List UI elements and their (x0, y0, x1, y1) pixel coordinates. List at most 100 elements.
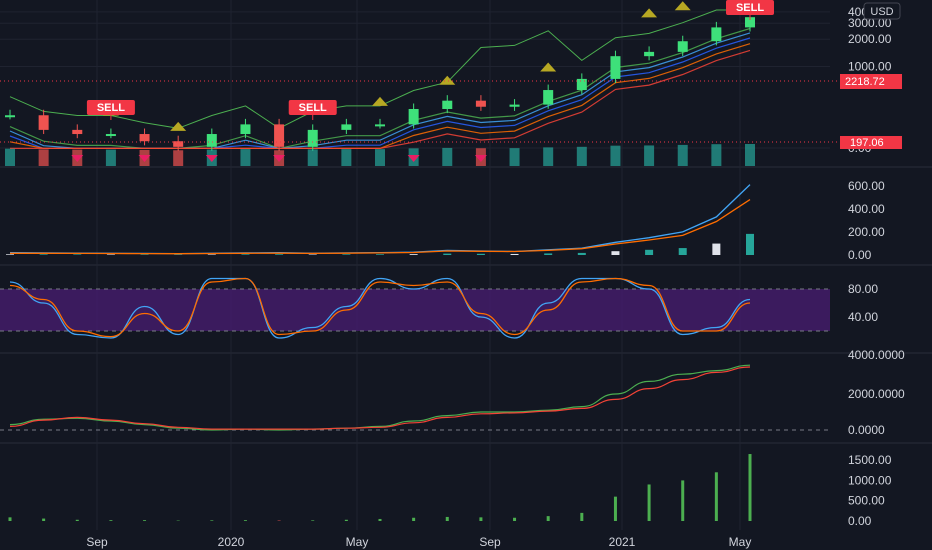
candle (543, 90, 554, 105)
volume-oscillator-y-axis: 600.00 400.00 200.00 0.00 (848, 179, 885, 262)
oscillator-bar (712, 243, 721, 255)
oscillator-bar (241, 254, 250, 255)
volume-bar (644, 145, 655, 166)
volume-bar (341, 149, 352, 166)
stochastic-band (0, 289, 830, 331)
histogram-bar (613, 496, 617, 521)
sell-signals: SELL SELL SELL (86, 0, 774, 120)
price-candles[interactable] (5, 11, 755, 151)
oscillator-bar (342, 254, 351, 255)
candle (240, 124, 251, 135)
panel-separators (0, 166, 932, 444)
oscillator-bar (6, 254, 14, 255)
sell-tag-box (288, 100, 337, 115)
sell-triangle (205, 155, 218, 162)
candle (5, 115, 15, 118)
histogram-bar (479, 517, 483, 521)
sell-tag: SELL (86, 100, 135, 120)
histogram-y-axis: 1500.00 1000.00 500.00 0.00 (848, 453, 892, 528)
x-axis-label: Sep (86, 535, 108, 549)
x-axis-label: May (346, 535, 369, 549)
histogram-bar (647, 484, 651, 521)
macd-line (9, 364, 751, 431)
buy-triangle (641, 8, 658, 18)
oscillator-bar (645, 249, 654, 255)
candle (105, 134, 116, 137)
y-axis-tick-label: 600.00 (848, 179, 885, 193)
oscillator-bar (544, 253, 553, 255)
oscillator-bar (376, 254, 384, 255)
oscillator-bar (443, 253, 452, 255)
oscillator-line (10, 199, 751, 255)
y-axis-tick-label: 0.00 (848, 248, 872, 262)
histogram-bar (546, 516, 550, 521)
oscillator-bar (577, 252, 586, 255)
volume-bar (677, 144, 688, 166)
x-axis-label: 2020 (218, 535, 245, 549)
candle (72, 129, 83, 135)
volume-bar (240, 149, 251, 166)
candle (711, 27, 722, 42)
volume-bar (745, 144, 755, 166)
candle (610, 56, 621, 79)
histogram-bar (748, 454, 752, 521)
currency-badge[interactable]: USD (863, 2, 901, 20)
stochastic-panel[interactable]: 80.00 40.00 (0, 277, 878, 339)
candle (644, 51, 655, 57)
sell-tag-box (726, 0, 774, 15)
sell-triangle (407, 155, 420, 162)
y-axis-tick-label: 40.00 (848, 310, 878, 324)
histogram-bar (580, 512, 584, 521)
volume-bar (5, 148, 15, 166)
candle (677, 41, 688, 52)
y-axis-tick-label: 2000.00 (848, 32, 892, 46)
vertical-grid (96, 0, 741, 530)
y-axis-tick-label: 500.00 (848, 494, 885, 508)
macd-lines (9, 364, 751, 431)
histogram-bar (311, 520, 315, 521)
candle (274, 124, 285, 147)
histogram-bar (42, 518, 46, 521)
histogram-bar (8, 517, 12, 521)
volume-oscillator-panel[interactable]: 600.00 400.00 200.00 0.00 (6, 179, 885, 262)
oscillator-bar (409, 254, 418, 255)
y-axis-tick-label: 400.00 (848, 202, 885, 216)
x-axis-label: 2021 (609, 535, 636, 549)
moving-average-line (9, 27, 751, 150)
histogram-bar (109, 520, 113, 521)
histogram-bar (143, 520, 147, 521)
sell-tag-label: SELL (736, 2, 764, 14)
candle (206, 134, 217, 147)
y-axis-tick-label: 4000.0000 (848, 348, 905, 362)
histogram-bar (75, 519, 79, 521)
y-axis-tick-label: 1500.00 (848, 453, 892, 467)
y-axis-tick-label: 2000.0000 (848, 387, 905, 401)
x-axis-label: May (729, 535, 752, 549)
stochastic-line (9, 277, 751, 338)
volume-oscillator-lines (9, 184, 751, 255)
histogram-panel[interactable]: 1500.00 1000.00 500.00 0.00 (8, 453, 892, 528)
candle (442, 100, 453, 109)
y-axis-tick-label: 1000.00 (848, 60, 892, 74)
sell-tag-label: SELL (299, 102, 327, 114)
oscillator-bar (510, 253, 519, 255)
indicator-line (9, 9, 750, 129)
low-price-label: 197.06 (0, 136, 902, 149)
volume-bar (610, 145, 621, 166)
price-gridlines (0, 11, 830, 149)
macd-panel[interactable]: 4000.0000 2000.0000 0.0000 (0, 348, 905, 437)
buy-triangle (170, 121, 187, 131)
histogram-bar (210, 520, 214, 521)
sell-triangle (138, 155, 151, 162)
time-axis[interactable]: Sep 2020 May Sep 2021 May (86, 535, 751, 549)
volume-bar (442, 147, 453, 166)
buy-triangle (674, 1, 691, 11)
volume-bar (105, 149, 116, 166)
candle (475, 100, 486, 107)
current-price-label: 2218.72 (0, 74, 902, 89)
y-axis-tick-label: 200.00 (848, 225, 885, 239)
volume-bar (38, 149, 49, 166)
